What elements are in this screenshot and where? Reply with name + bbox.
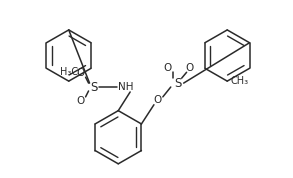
Text: O: O (185, 63, 194, 73)
Text: S: S (174, 77, 181, 90)
Text: NH: NH (118, 82, 134, 92)
Text: CH₃: CH₃ (230, 76, 248, 86)
Text: O: O (76, 96, 85, 106)
Text: H₃C: H₃C (60, 67, 78, 77)
Text: O: O (164, 63, 172, 73)
Text: O: O (154, 95, 162, 105)
Text: S: S (90, 80, 97, 93)
Text: O: O (76, 68, 85, 78)
